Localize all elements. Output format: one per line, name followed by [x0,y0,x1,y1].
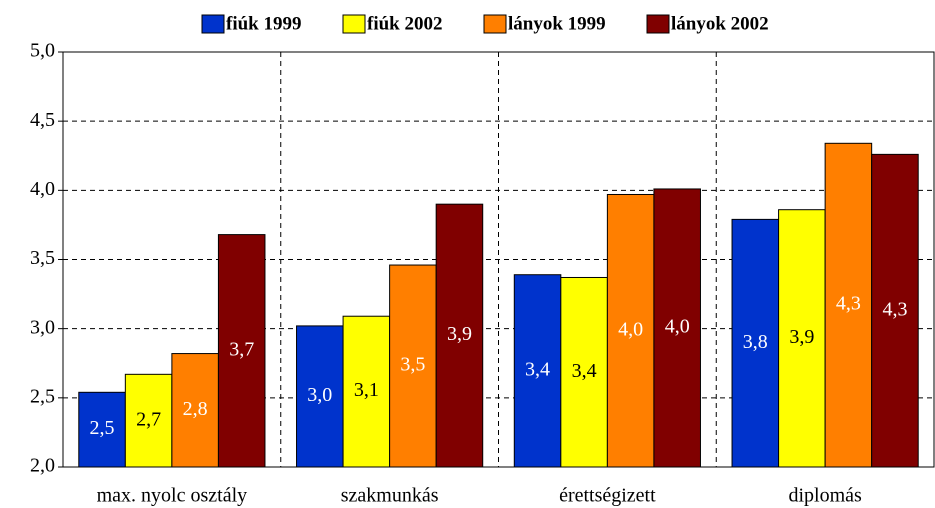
legend-swatch [646,14,670,34]
legend-label: fiúk 1999 [226,13,302,34]
value-label: 3,9 [789,326,814,348]
value-label: 3,4 [525,358,550,380]
value-label: 2,5 [90,417,115,439]
value-label: 3,8 [743,331,768,353]
y-tick-label: 2,5 [30,385,55,407]
value-label: 4,3 [882,298,907,320]
legend-label: fiúk 2002 [367,13,443,34]
x-tick-label: szakmunkás [341,485,439,507]
value-label: 3,4 [572,360,597,382]
bar [653,188,701,468]
value-label: 3,7 [229,338,254,360]
x-tick-label: érettségizett [559,485,656,507]
legend-swatch [342,14,366,34]
value-label: 4,0 [618,318,643,340]
bar [435,203,484,468]
y-tick-label: 3,5 [30,247,55,269]
legend-swatch [201,14,225,34]
bar [389,264,437,468]
y-tick-label: 4,5 [30,109,55,131]
value-label: 3,0 [307,384,332,406]
value-label: 2,7 [136,408,161,430]
value-label: 3,5 [400,354,425,376]
y-tick-label: 2,0 [30,455,55,477]
value-label: 2,8 [183,398,208,420]
value-label: 4,3 [836,293,861,315]
bar [560,276,608,468]
bar [731,218,780,468]
y-tick-label: 4,0 [30,178,55,200]
legend-swatch [483,14,507,34]
bar [513,274,562,468]
value-label: 3,9 [447,323,472,345]
legend-label: lányok 2002 [671,13,769,34]
value-label: 3,1 [354,379,379,401]
x-tick-label: max. nyolc osztály [97,485,248,507]
bar [871,153,919,468]
bar [171,353,219,468]
bar [824,142,873,468]
bar [296,325,344,468]
bar [778,209,826,468]
plot-frame [62,51,935,468]
y-tick-label: 5,0 [30,40,55,62]
value-label: 4,0 [665,316,690,338]
x-tick-label: diplomás [788,485,862,507]
y-tick-label: 3,0 [30,316,55,338]
bar [606,193,655,468]
legend-label: lányok 1999 [508,13,606,34]
